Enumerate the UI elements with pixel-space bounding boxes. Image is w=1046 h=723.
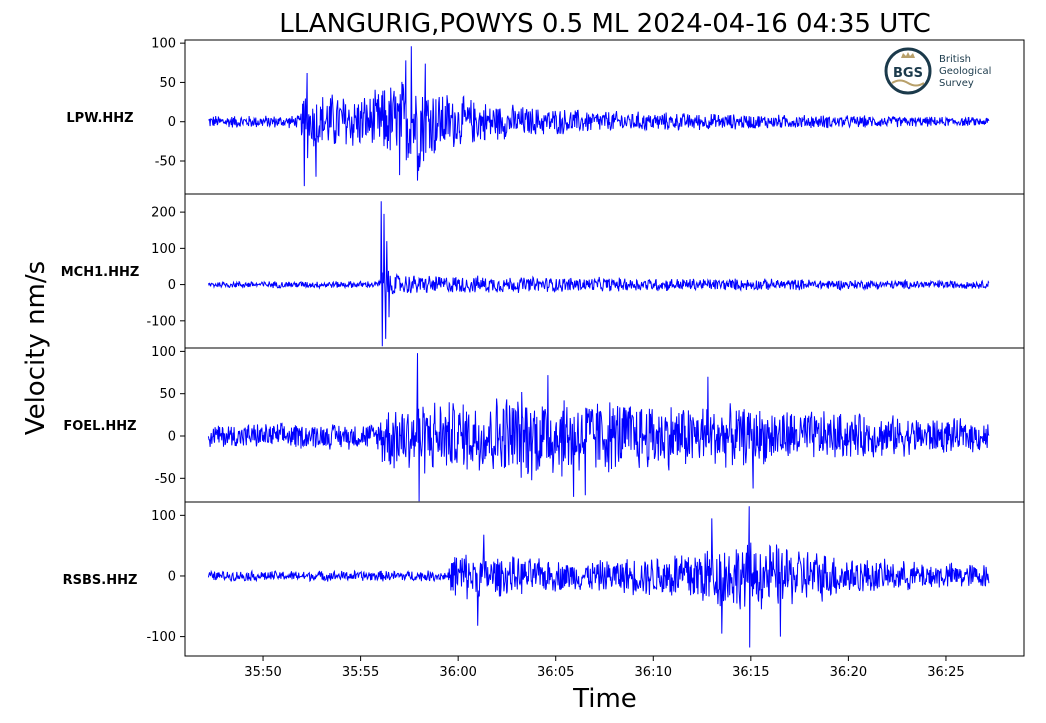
x-tick-label: 35:55 — [342, 665, 379, 680]
chart-title: LLANGURIG,POWYS 0.5 ML 2024-04-16 04:35 … — [279, 9, 931, 39]
y-tick-label: 100 — [151, 242, 176, 257]
station-label: MCH1.HHZ — [61, 265, 140, 280]
crown-icon — [901, 52, 915, 58]
station-label: LPW.HHZ — [66, 111, 133, 126]
y-tick-label: 100 — [151, 37, 176, 52]
bgs-logo: BGS British Geological Survey — [884, 47, 991, 95]
y-tick-label: 0 — [168, 278, 176, 293]
y-tick-label: 50 — [159, 387, 176, 402]
logo-line-2: Geological — [939, 66, 991, 77]
panel-foel-hhz: 100 50 0 -50 FOEL.HHZ — [63, 345, 1025, 503]
panel-frame — [184, 501, 1025, 657]
y-tick-label: -50 — [155, 472, 176, 487]
x-tick-label: 36:00 — [439, 665, 476, 680]
x-axis-label: Time — [572, 684, 637, 714]
y-tick-label: 100 — [151, 345, 176, 360]
y-tick-label: -100 — [146, 630, 176, 645]
x-tick-label: 36:20 — [830, 665, 867, 680]
x-axis-ticks: 35:50 35:55 36:00 36:05 36:10 36:15 36:20 36:25 — [244, 656, 965, 680]
station-label: RSBS.HHZ — [63, 573, 138, 588]
panel-mch1-hhz: 200 100 0 -100 MCH1.HHZ — [61, 193, 1025, 349]
logo-line-3: Survey — [939, 78, 974, 89]
x-tick-label: 36:05 — [537, 665, 574, 680]
panel-frame — [184, 193, 1025, 349]
trace-line — [208, 46, 990, 187]
trace-line — [207, 353, 990, 502]
logo-ring — [884, 47, 932, 95]
y-tick-label: 200 — [151, 206, 176, 221]
x-tick-label: 36:15 — [732, 665, 769, 680]
y-tick-label: 100 — [151, 509, 176, 524]
trace-line — [207, 506, 990, 648]
y-tick-label: 0 — [168, 430, 176, 445]
y-tick-label: 50 — [159, 76, 176, 91]
station-label: FOEL.HHZ — [63, 419, 136, 434]
logo-wave-icon — [891, 79, 925, 87]
panel-lpw-hhz: 100 50 0 -50 LPW.HHZ — [66, 37, 1025, 195]
trace-line — [207, 201, 990, 347]
y-tick-label: -50 — [155, 155, 176, 170]
x-tick-label: 36:25 — [927, 665, 964, 680]
y-tick-label: -100 — [146, 314, 176, 329]
panels-group: 100 50 0 -50 LPW.HHZ 200 100 0 -100 MCH1.HHZ 100 50… — [61, 37, 1025, 657]
logo-line-1: British — [939, 54, 971, 65]
y-tick-label: 0 — [168, 569, 176, 584]
logo-mark: BGS — [893, 66, 923, 81]
y-tick-label: 0 — [168, 115, 176, 130]
panel-rsbs-hhz: 100 0 -100 RSBS.HHZ — [63, 501, 1025, 657]
x-tick-label: 36:10 — [635, 665, 672, 680]
y-axis-label: Velocity nm/s — [21, 261, 51, 435]
x-tick-label: 35:50 — [244, 665, 281, 680]
